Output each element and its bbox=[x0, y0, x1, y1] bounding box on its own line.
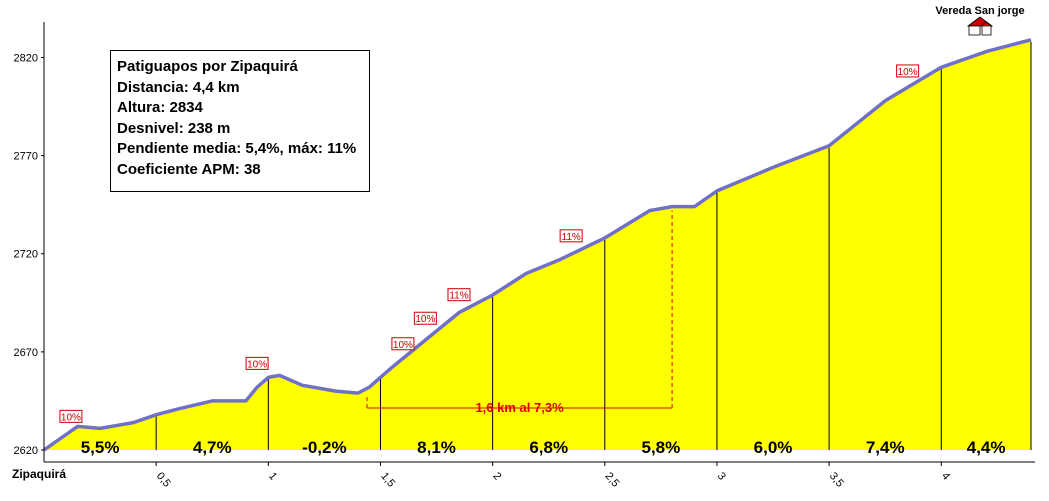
max-gradient-flag-label: 10% bbox=[61, 412, 81, 423]
x-tick-label: 0,5 bbox=[154, 470, 173, 489]
x-tick-label: 1 bbox=[266, 470, 279, 482]
max-gradient-flag-box bbox=[447, 288, 471, 302]
segment-gradient-label: 8,1% bbox=[417, 438, 456, 457]
route-name: Patiguapos por Zipaquirá bbox=[117, 58, 298, 75]
segment-gradient-label: 4,7% bbox=[193, 438, 232, 457]
segment-gradient-label: 7,4% bbox=[866, 438, 905, 457]
climb-label: 1,6 km al 7,3% bbox=[475, 400, 564, 415]
profile-line bbox=[42, 38, 1032, 452]
route-elevation-gain: Desnivel: 238 m bbox=[117, 119, 231, 137]
segment-gradient-label: 4,4% bbox=[967, 438, 1006, 457]
route-coefficient: Coeficiente APM: 38 bbox=[117, 160, 261, 178]
max-gradient-flag-box bbox=[896, 64, 920, 78]
y-tick-label: 2620 bbox=[14, 445, 38, 457]
x-tick-label: 2 bbox=[490, 470, 503, 482]
segment-gradient-label: 6,0% bbox=[754, 438, 793, 457]
max-gradient-flag-label: 10% bbox=[415, 314, 435, 325]
end-location-label: Vereda San jorge bbox=[935, 5, 1024, 17]
route-gradient: Pendiente media: 5,4%, máx: 11% bbox=[117, 140, 357, 157]
segment-gradient-label: 6,8% bbox=[529, 438, 568, 457]
start-location-label: Zipaquirá bbox=[12, 467, 66, 481]
max-gradient-flag-box bbox=[245, 356, 269, 370]
x-tick-label: 2,5 bbox=[602, 470, 621, 489]
max-gradient-flag-label: 11% bbox=[449, 291, 468, 302]
max-gradient-flag-box bbox=[59, 409, 83, 423]
segment-gradient-label: 5,5% bbox=[81, 438, 120, 457]
route-distance: Distancia: 4,4 km bbox=[117, 78, 240, 96]
max-gradient-flag-label: 10% bbox=[898, 67, 918, 78]
x-tick-label: 3,5 bbox=[827, 470, 846, 489]
x-tick-label: 1,5 bbox=[378, 470, 397, 489]
max-gradient-flag-box bbox=[413, 311, 437, 325]
max-gradient-flag-label: 10% bbox=[247, 359, 267, 370]
x-tick-label: 3 bbox=[715, 470, 728, 482]
segment-gradient-label: 5,8% bbox=[642, 438, 681, 457]
route-altitude: Altura: 2834 bbox=[117, 99, 203, 116]
y-tick-label: 2670 bbox=[14, 347, 38, 359]
y-tick-label: 2770 bbox=[14, 151, 38, 163]
route-info-box: Patiguapos por Zipaquirá Distancia: 4,4 … bbox=[110, 50, 370, 192]
segment-gradient-label: -0,2% bbox=[302, 438, 346, 457]
max-gradient-flag-label: 10% bbox=[393, 340, 413, 351]
x-tick-label: 4 bbox=[939, 470, 952, 482]
max-gradient-flag-box bbox=[559, 229, 583, 243]
max-gradient-flag-box bbox=[391, 337, 415, 351]
max-gradient-flag-label: 11% bbox=[562, 232, 581, 243]
y-tick-label: 2820 bbox=[14, 52, 38, 64]
house-icon bbox=[966, 16, 994, 36]
profile-area bbox=[44, 39, 1031, 451]
y-tick-label: 2720 bbox=[14, 249, 38, 261]
